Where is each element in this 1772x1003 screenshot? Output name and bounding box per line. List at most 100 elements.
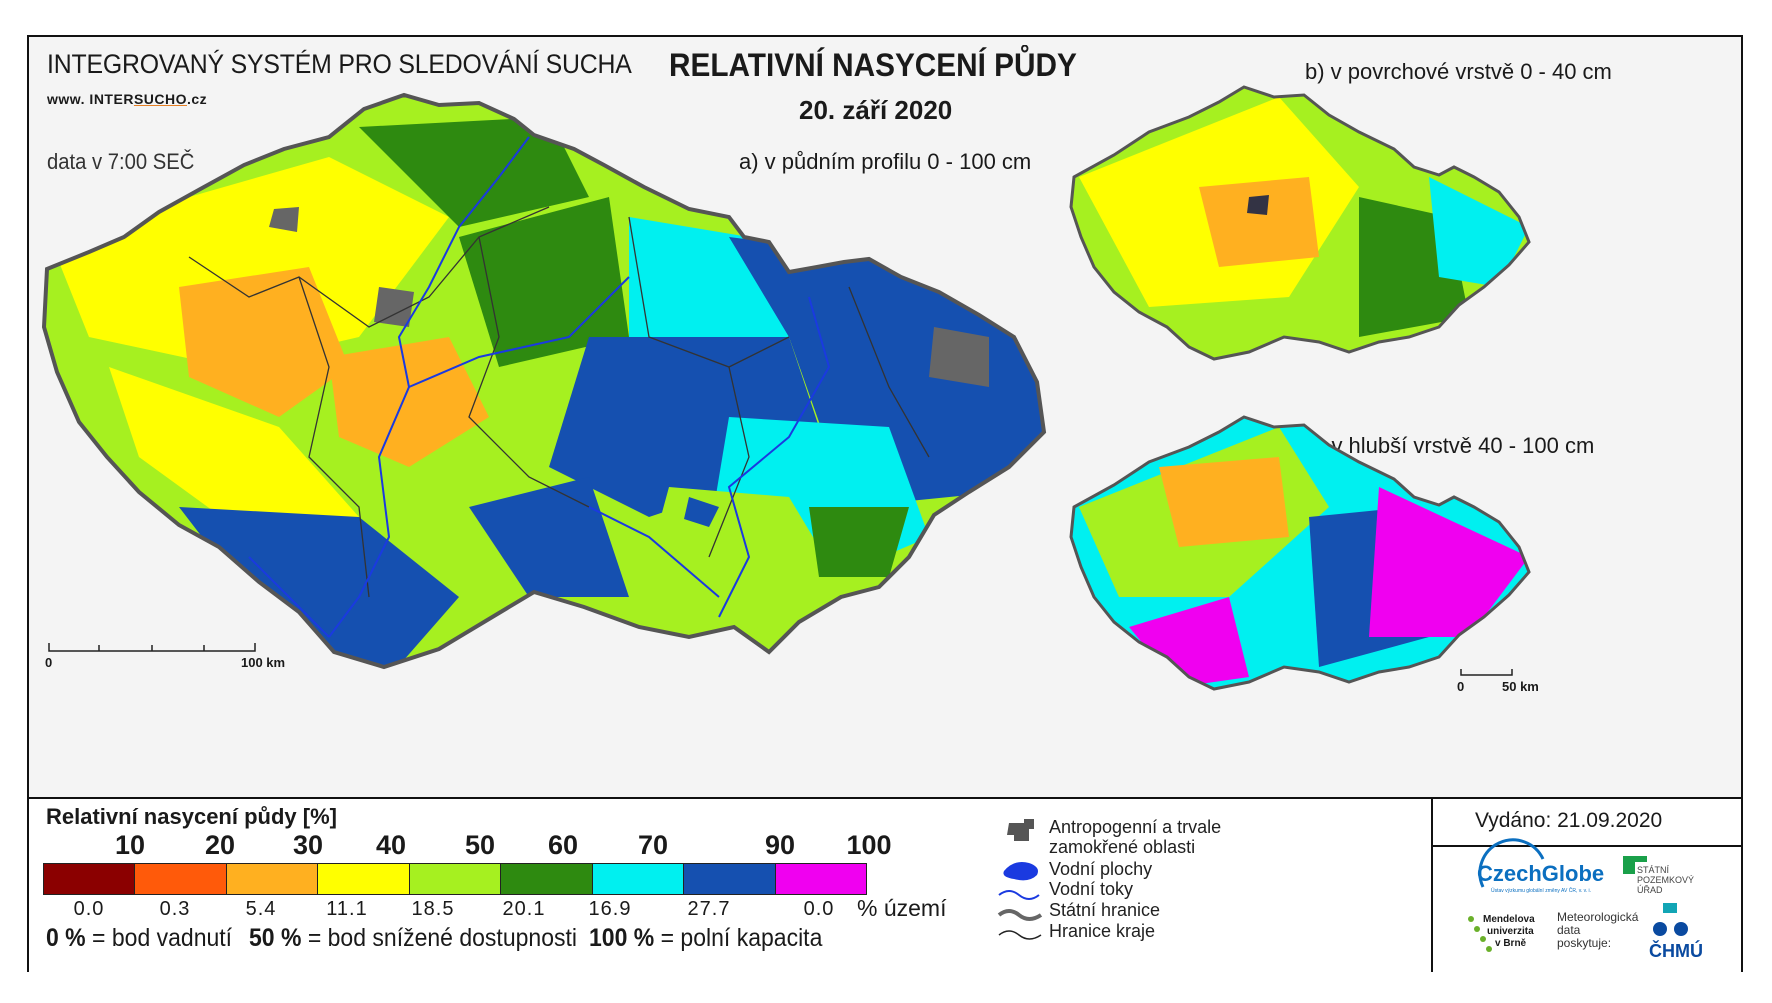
- map-c-raster: [1071, 417, 1529, 689]
- map-a-subtitle: a) v půdním profilu 0 - 100 cm: [739, 149, 1032, 174]
- map-key-symbols: [997, 819, 1043, 940]
- region-borders-a: [188, 206, 930, 598]
- scale-main-start: 0: [45, 655, 53, 670]
- def-value: 100 %: [589, 924, 655, 952]
- legend-class-swatch: [318, 864, 410, 894]
- map-frame: INTEGROVANÝ SYSTÉM PRO SLEDOVÁNÍ SUCHA w…: [27, 35, 1743, 972]
- legend-class-swatch: [501, 864, 593, 894]
- key-anthropogenic: Antropogenní a trvale: [1049, 817, 1222, 837]
- meteo-line: Meteorologická: [1557, 910, 1639, 924]
- legend-tick: 40: [375, 830, 407, 860]
- map-c-subtitle: c) v hlubší vrstvě 40 - 100 cm: [1307, 433, 1595, 458]
- legend-tick: 30: [292, 830, 324, 860]
- legend-definition-wilting: 0 % = bod vadnutí: [46, 924, 232, 953]
- legend-share: 18.5: [411, 898, 455, 920]
- issued-date: Vydáno: 21.09.2020: [1475, 809, 1663, 832]
- mendel-line: v Brně: [1495, 938, 1527, 949]
- map-b-raster: [1071, 87, 1529, 359]
- chmu-logo-icon: [1663, 903, 1677, 913]
- def-value: 50 %: [249, 924, 302, 952]
- legend-tick: 20: [204, 830, 236, 860]
- czechglobe-logo: CzechGlobe: [1477, 861, 1605, 886]
- anthropogenic-area-icon: [1007, 819, 1034, 841]
- meteo-data-text: Meteorologická data poskytuje:: [1557, 911, 1638, 950]
- key-state-border: Státní hranice: [1049, 900, 1161, 920]
- website-accent: SUCHO: [133, 91, 187, 107]
- website-suffix: .cz: [187, 91, 208, 107]
- legend-share: 0.0: [803, 898, 835, 920]
- mendel-logo-icon: [1468, 916, 1474, 922]
- scale-bar-main: [48, 643, 256, 652]
- map-date: 20. září 2020: [799, 95, 953, 125]
- key-rivers: Vodní toky: [1049, 879, 1134, 899]
- mendel-line: Mendelova: [1483, 914, 1535, 925]
- scale-main-end: 100 km: [241, 655, 286, 670]
- meteo-line: data: [1557, 923, 1581, 937]
- spu-logo-text: STÁTNÍ POZEMKOVÝ ÚŘAD: [1637, 865, 1694, 895]
- legend-definition-capacity: 100 % = polní kapacita: [589, 924, 822, 953]
- rivers-a: [248, 136, 831, 638]
- legend-tick: 100: [846, 830, 892, 860]
- czechglobe-subtitle: Ústav výzkumu globální změny AV ČR, v. v…: [1491, 888, 1592, 894]
- data-time-label: data v 7:00 SEČ: [47, 149, 195, 174]
- key-region-border: Hranice kraje: [1049, 921, 1156, 941]
- issued-box: Vydáno: 21.09.2020 CzechGlobe Ústav výzk…: [1431, 799, 1743, 972]
- legend-definition-reduced: 50 % = bod snížené dostupnosti: [249, 924, 577, 953]
- key-water-bodies: Vodní plochy: [1049, 859, 1153, 879]
- state-border-c: [1069, 415, 1531, 691]
- legend-tick: 70: [637, 830, 669, 860]
- legend-class-swatch: [775, 864, 866, 894]
- website-prefix: www. INTER: [47, 91, 134, 107]
- legend-tick: 60: [547, 830, 579, 860]
- region-border-icon: [998, 930, 1042, 940]
- legend-class-swatch: [409, 864, 502, 894]
- spu-line: ÚŘAD: [1637, 885, 1663, 895]
- meteo-line: poskytuje:: [1557, 936, 1612, 950]
- system-title: INTEGROVANÝ SYSTÉM PRO SLEDOVÁNÍ SUCHA: [47, 49, 632, 79]
- legend-share: 20.1: [502, 898, 546, 920]
- state-border-icon: [997, 909, 1043, 921]
- legend-class-swatch: [44, 864, 136, 894]
- state-border-b: [1069, 85, 1531, 361]
- website-link[interactable]: www. INTERSUCHO.cz: [47, 91, 207, 107]
- scale-small-end: 50 km: [1502, 679, 1539, 694]
- divider: [1433, 845, 1743, 847]
- legend-panel: Relativní nasycení půdy [%] 10 20 30 40 …: [29, 797, 1743, 972]
- legend-share: 0.0: [73, 898, 105, 920]
- def-text: = bod snížené dostupnosti: [301, 924, 577, 952]
- spu-line: STÁTNÍ: [1637, 865, 1670, 875]
- def-text: = polní kapacita: [654, 924, 823, 952]
- def-value: 0 %: [46, 924, 86, 952]
- mendel-logo-text: Mendelova univerzita v Brně: [1483, 914, 1535, 950]
- chmu-logo: ČHMÚ: [1649, 941, 1703, 961]
- legend-tick: 90: [764, 830, 796, 860]
- state-border-a: [41, 92, 1047, 670]
- key-anthropogenic-2: zamokřené oblasti: [1049, 837, 1196, 857]
- legend-color-bar: [43, 863, 867, 895]
- spu-line: POZEMKOVÝ: [1637, 875, 1695, 885]
- scale-bar-small: [1460, 669, 1513, 676]
- map-b-subtitle: b) v povrchové vrstvě 0 - 40 cm: [1305, 59, 1612, 84]
- legend-unit: % území: [857, 895, 947, 921]
- czechglobe-logo-icon: [1478, 838, 1545, 888]
- main-title: RELATIVNÍ NASYCENÍ PŮDY: [669, 47, 1077, 83]
- legend-share: 5.4: [245, 898, 277, 920]
- legend-share: 16.9: [588, 898, 632, 920]
- river-icon: [998, 890, 1040, 900]
- legend-share: 11.1: [326, 898, 368, 920]
- legend-share: 27.7: [687, 898, 731, 920]
- mendel-line: univerzita: [1487, 926, 1534, 937]
- water-body-icon: [1003, 862, 1038, 881]
- legend-title: Relativní nasycení půdy [%]: [46, 804, 337, 829]
- logos: [1468, 838, 1688, 952]
- legend-class-swatch: [592, 864, 685, 894]
- def-text: = bod vadnutí: [85, 924, 233, 952]
- spu-logo-icon: [1623, 856, 1635, 874]
- legend-share: 0.3: [159, 898, 191, 920]
- legend-tick: 10: [114, 830, 146, 860]
- legend-class-swatch: [684, 864, 776, 894]
- map-a-raster: [44, 95, 1044, 667]
- legend-class-swatch: [135, 864, 227, 894]
- scale-small-start: 0: [1457, 679, 1465, 694]
- legend-class-swatch: [226, 864, 319, 894]
